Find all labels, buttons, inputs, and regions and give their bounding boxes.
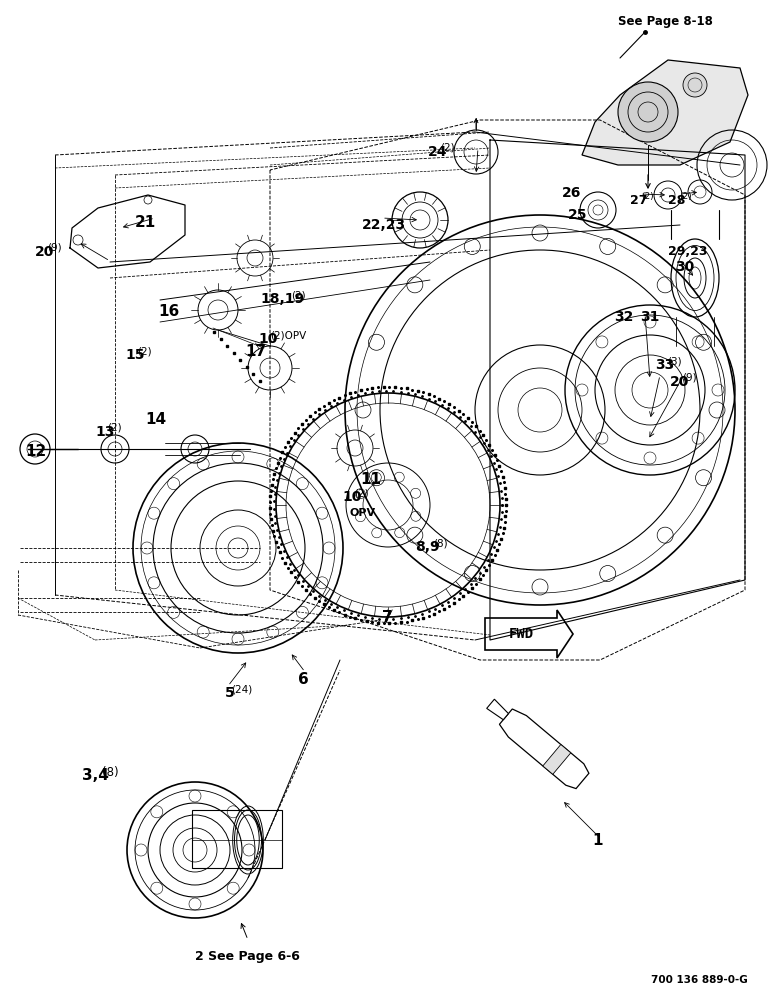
Text: (8): (8) [102, 766, 119, 779]
Text: 20: 20 [35, 245, 55, 259]
Text: (24): (24) [231, 684, 253, 694]
Polygon shape [582, 60, 748, 165]
Text: 14: 14 [145, 412, 166, 427]
Text: 24: 24 [428, 145, 448, 159]
Text: 700 136 889-0-G: 700 136 889-0-G [651, 975, 748, 985]
Text: See Page 8-18: See Page 8-18 [618, 15, 713, 28]
Text: 3,4: 3,4 [82, 768, 109, 783]
Text: (2)OPV: (2)OPV [270, 330, 306, 340]
Text: 20: 20 [670, 375, 690, 389]
Text: 29,23: 29,23 [668, 245, 707, 258]
Polygon shape [499, 709, 589, 789]
Text: (2): (2) [679, 192, 692, 201]
Text: 5: 5 [225, 686, 235, 700]
Polygon shape [485, 610, 573, 658]
Text: 2 See Page 6-6: 2 See Page 6-6 [195, 950, 300, 963]
Text: 10: 10 [342, 490, 362, 504]
Text: 31: 31 [640, 310, 660, 324]
Text: (2): (2) [291, 290, 306, 300]
Text: 13: 13 [95, 425, 114, 439]
Polygon shape [487, 699, 508, 720]
Text: (3): (3) [667, 356, 682, 366]
Text: 10: 10 [258, 332, 277, 346]
Text: 28: 28 [668, 194, 685, 207]
Text: 25: 25 [568, 208, 588, 222]
Text: 21: 21 [135, 215, 156, 230]
Text: (9): (9) [683, 373, 697, 383]
Circle shape [618, 82, 678, 142]
Text: 1: 1 [592, 833, 603, 848]
Text: (2): (2) [108, 423, 122, 433]
Text: (2): (2) [354, 488, 369, 498]
Text: (2): (2) [137, 346, 152, 356]
Text: 16: 16 [158, 304, 179, 319]
Text: FWD: FWD [508, 627, 534, 641]
Polygon shape [543, 744, 571, 774]
Text: 30: 30 [675, 260, 694, 274]
Text: (2): (2) [641, 192, 654, 201]
Text: 27: 27 [630, 194, 647, 207]
Text: (9): (9) [48, 243, 62, 253]
Text: 11: 11 [360, 472, 381, 487]
Text: 22,23: 22,23 [362, 218, 406, 232]
Text: 33: 33 [655, 358, 674, 372]
Text: 6: 6 [298, 672, 309, 687]
Text: 32: 32 [614, 310, 634, 324]
Text: 18,19: 18,19 [260, 292, 304, 306]
Text: 8,9: 8,9 [415, 540, 439, 554]
Text: 26: 26 [562, 186, 581, 200]
Text: 17: 17 [245, 344, 266, 359]
Text: 12: 12 [25, 444, 46, 459]
Circle shape [683, 73, 707, 97]
Text: 15: 15 [125, 348, 144, 362]
Text: (2): (2) [440, 143, 455, 153]
Text: 7: 7 [382, 610, 392, 625]
Text: OPV: OPV [350, 508, 376, 518]
Text: (8): (8) [434, 538, 449, 548]
